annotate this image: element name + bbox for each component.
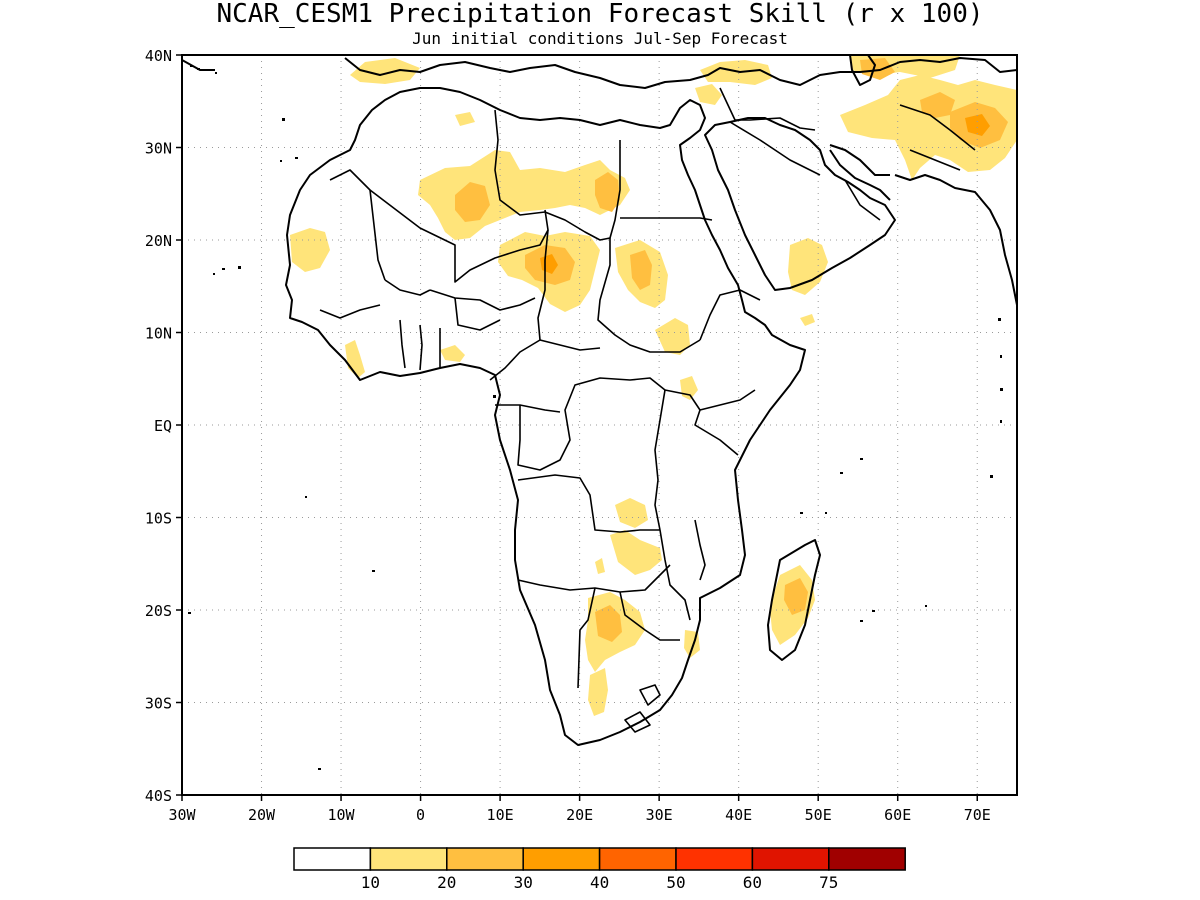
- lat-tick-label: 40N: [145, 47, 172, 65]
- coastlines: [182, 55, 1017, 746]
- lon-tick-label: 10W: [328, 806, 356, 824]
- lat-tick-label: 20S: [145, 602, 172, 620]
- lat-tick-label: 30N: [145, 140, 172, 158]
- country-borders: [319, 87, 976, 733]
- lon-tick-label: 70E: [964, 806, 991, 824]
- legend-swatch: [598, 847, 677, 871]
- chart-title: NCAR_CESM1 Precipitation Forecast Skill …: [216, 0, 983, 29]
- legend-swatch: [522, 847, 601, 871]
- lon-tick-label: 30W: [168, 806, 196, 824]
- legend-swatch: [369, 847, 448, 871]
- color-legend: 10 20 30 40 50 60 75: [293, 847, 906, 892]
- legend-label: 75: [819, 873, 838, 892]
- latitude-axis: 40N 30N 20N 10N EQ 10S 20S 30S 40S: [145, 47, 182, 805]
- legend-label: 20: [437, 873, 456, 892]
- lat-tick-label: 40S: [145, 787, 172, 805]
- lon-tick-label: 20W: [248, 806, 276, 824]
- lat-tick-label: 10S: [145, 510, 172, 528]
- islands: [188, 65, 1003, 770]
- skill-shading-level-1: [290, 55, 1017, 716]
- legend-label: 30: [514, 873, 533, 892]
- legend-swatch: [828, 847, 906, 871]
- legend-swatch: [675, 847, 754, 871]
- legend-swatch: [751, 847, 830, 871]
- legend-label: 50: [666, 873, 685, 892]
- legend-label: 40: [590, 873, 609, 892]
- lon-tick-label: 40E: [725, 806, 752, 824]
- lon-tick-label: 30E: [646, 806, 673, 824]
- lat-tick-label: 20N: [145, 232, 172, 250]
- legend-label: 60: [743, 873, 762, 892]
- lon-tick-label: 60E: [884, 806, 911, 824]
- lat-tick-label: 30S: [145, 695, 172, 713]
- legend-label: 10: [361, 873, 380, 892]
- lon-tick-label: 10E: [487, 806, 514, 824]
- lon-tick-label: 0: [416, 806, 425, 824]
- legend-swatch: [293, 847, 372, 871]
- legend-swatch: [446, 847, 524, 871]
- lat-tick-label: EQ: [154, 417, 172, 435]
- lon-tick-label: 50E: [805, 806, 832, 824]
- lon-tick-label: 20E: [566, 806, 593, 824]
- lat-tick-label: 10N: [145, 325, 172, 343]
- longitude-axis: 30W 20W 10W 0 10E 20E 30E 40E 50E 60E 70E: [168, 795, 991, 824]
- chart-subtitle: Jun initial conditions Jul-Sep Forecast: [412, 29, 788, 48]
